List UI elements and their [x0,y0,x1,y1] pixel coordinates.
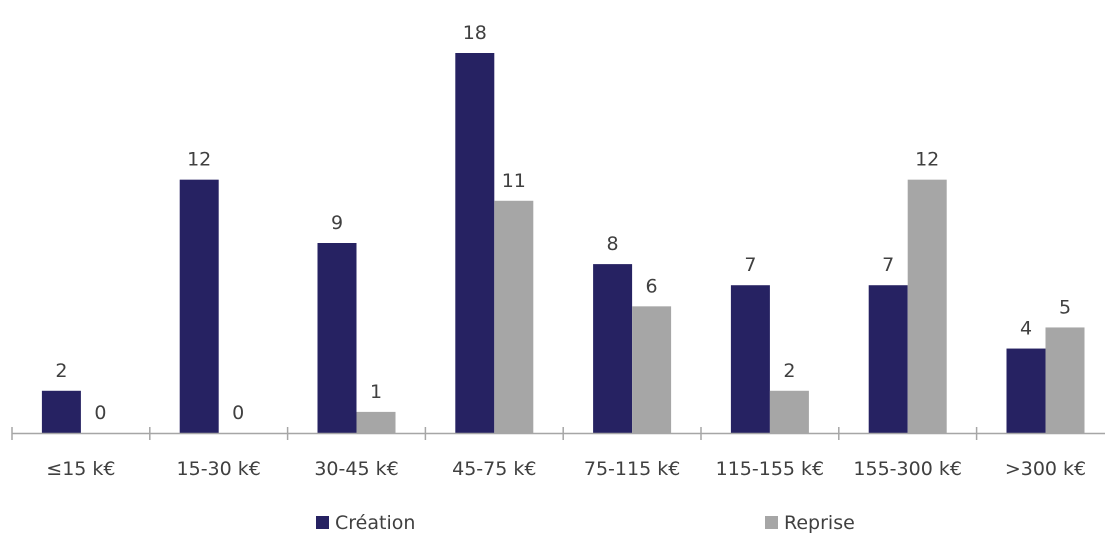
data-label: 5 [1059,296,1071,318]
bar-reprise-6 [907,179,947,433]
bar-creation-0 [41,390,81,433]
bar-reprise-5 [769,390,809,433]
data-label: 11 [502,170,526,192]
bar-reprise-2 [356,411,396,433]
data-label: 4 [1020,318,1032,340]
x-tick-label: 115-155 k€ [716,458,825,480]
x-tick-label: 75-115 k€ [584,458,680,480]
legend-swatch-reprise [765,516,778,529]
legend-label-reprise: Reprise [784,512,855,534]
data-label: 18 [463,22,487,44]
x-tick-label: >300 k€ [1005,458,1086,480]
data-label: 2 [55,360,67,382]
bar-creation-1 [179,179,219,433]
x-tick-label: 155-300 k€ [853,458,962,480]
legend-swatch-creation [316,516,329,529]
x-axis: ≤15 k€ 15-30 k€ 30-45 k€ 45-75 k€ 75-115 k€ 1… [11,427,1105,480]
data-label: 9 [331,212,343,234]
x-tick-label: 15-30 k€ [177,458,261,480]
data-label: 7 [882,254,894,276]
bar-creation-2 [317,243,357,433]
data-label: 0 [232,402,244,424]
data-label: 12 [187,149,211,171]
legend: Création Reprise [316,512,855,534]
bar-creation-4 [593,264,633,433]
bar-reprise-3 [494,200,534,433]
bar-creation-5 [730,285,770,433]
data-label: 7 [744,254,756,276]
data-label: 8 [607,233,619,255]
bar-creation-3 [455,53,495,433]
bars-layer [41,53,1085,433]
bar-creation-6 [868,285,908,433]
data-label: 0 [94,402,106,424]
data-label: 2 [783,360,795,382]
data-label: 12 [915,149,939,171]
bar-reprise-4 [632,306,672,433]
x-tick-label: 30-45 k€ [314,458,398,480]
x-tick-label: ≤15 k€ [46,458,115,480]
x-tick-label: 45-75 k€ [452,458,536,480]
data-label: 1 [370,381,382,403]
data-label: 6 [646,275,658,297]
legend-label-creation: Création [335,512,415,534]
bar-reprise-7 [1045,327,1085,433]
bar-creation-7 [1006,348,1046,433]
